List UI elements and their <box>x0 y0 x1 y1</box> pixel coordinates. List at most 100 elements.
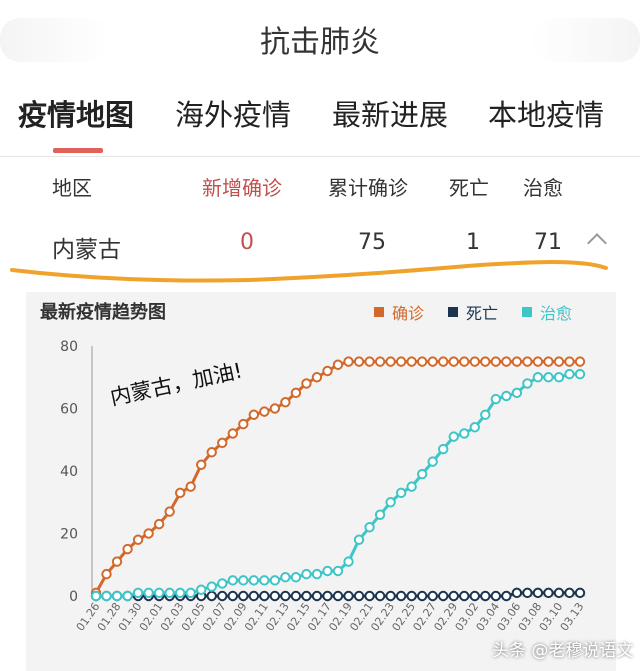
data-point-确诊[interactable] <box>343 356 354 367</box>
data-point-治愈[interactable] <box>395 487 407 499</box>
data-point-治愈[interactable] <box>164 587 175 599</box>
data-point-确诊[interactable] <box>196 459 207 470</box>
data-point-治愈[interactable] <box>280 572 291 583</box>
data-point-死亡[interactable] <box>374 590 386 602</box>
data-point-确诊[interactable] <box>153 518 165 530</box>
data-point-治愈[interactable] <box>511 387 523 399</box>
data-point-治愈[interactable] <box>364 522 375 533</box>
data-point-治愈[interactable] <box>248 575 260 586</box>
data-point-死亡[interactable] <box>385 590 396 602</box>
data-point-确诊[interactable] <box>164 506 175 517</box>
data-point-治愈[interactable] <box>374 509 386 520</box>
data-point-死亡[interactable] <box>448 590 459 602</box>
data-point-治愈[interactable] <box>353 534 365 545</box>
data-point-治愈[interactable] <box>406 481 417 492</box>
data-point-确诊[interactable] <box>227 428 238 439</box>
data-point-确诊[interactable] <box>501 356 512 367</box>
data-point-治愈[interactable] <box>343 556 354 567</box>
data-point-确诊[interactable] <box>206 447 217 458</box>
data-point-确诊[interactable] <box>174 487 186 499</box>
legend-confirmed[interactable]: 确诊 <box>374 300 424 324</box>
data-point-死亡[interactable] <box>469 590 480 602</box>
data-point-治愈[interactable] <box>153 587 165 599</box>
data-point-确诊[interactable] <box>427 356 438 367</box>
data-point-治愈[interactable] <box>174 587 186 599</box>
data-point-确诊[interactable] <box>438 356 449 367</box>
data-point-死亡[interactable] <box>280 590 291 602</box>
data-point-治愈[interactable] <box>132 587 144 599</box>
data-point-死亡[interactable] <box>217 590 228 602</box>
data-point-确诊[interactable] <box>290 387 302 399</box>
data-point-治愈[interactable] <box>90 590 102 602</box>
data-point-确诊[interactable] <box>459 356 470 367</box>
data-point-死亡[interactable] <box>490 590 502 602</box>
data-point-死亡[interactable] <box>311 590 323 602</box>
data-point-治愈[interactable] <box>438 443 449 455</box>
data-point-死亡[interactable] <box>543 587 554 599</box>
data-point-死亡[interactable] <box>480 590 491 602</box>
data-point-治愈[interactable] <box>416 468 428 480</box>
data-point-治愈[interactable] <box>196 584 207 595</box>
data-point-治愈[interactable] <box>301 568 312 580</box>
data-point-死亡[interactable] <box>364 590 375 602</box>
data-point-死亡[interactable] <box>290 590 302 602</box>
data-point-治愈[interactable] <box>217 578 228 589</box>
data-point-确诊[interactable] <box>111 556 123 567</box>
data-point-死亡[interactable] <box>459 590 470 602</box>
data-point-确诊[interactable] <box>122 543 133 555</box>
data-point-确诊[interactable] <box>469 356 480 367</box>
data-point-死亡[interactable] <box>511 587 523 599</box>
data-point-治愈[interactable] <box>532 372 544 383</box>
data-point-确诊[interactable] <box>532 356 544 367</box>
tab-epidemic-map[interactable]: 疫情地图 <box>18 98 135 132</box>
data-point-确诊[interactable] <box>406 356 417 367</box>
data-point-死亡[interactable] <box>553 587 565 599</box>
data-point-死亡[interactable] <box>574 587 586 599</box>
data-point-确诊[interactable] <box>132 534 144 545</box>
data-point-治愈[interactable] <box>143 587 154 599</box>
data-point-治愈[interactable] <box>122 590 133 602</box>
data-point-确诊[interactable] <box>522 356 533 367</box>
data-point-死亡[interactable] <box>343 590 354 602</box>
data-point-治愈[interactable] <box>259 575 270 586</box>
data-point-确诊[interactable] <box>143 528 154 539</box>
data-point-确诊[interactable] <box>416 356 428 367</box>
data-point-确诊[interactable] <box>490 356 502 367</box>
tab-overseas[interactable]: 海外疫情 <box>175 98 292 132</box>
data-point-治愈[interactable] <box>238 575 249 586</box>
legend-cured[interactable]: 治愈 <box>522 300 572 324</box>
data-point-治愈[interactable] <box>490 393 502 405</box>
data-point-死亡[interactable] <box>301 590 312 602</box>
data-point-死亡[interactable] <box>438 590 449 602</box>
data-point-死亡[interactable] <box>238 590 249 602</box>
data-point-死亡[interactable] <box>353 590 365 602</box>
data-point-确诊[interactable] <box>385 356 396 367</box>
data-point-治愈[interactable] <box>311 568 323 580</box>
data-point-确诊[interactable] <box>448 356 459 367</box>
data-point-死亡[interactable] <box>206 590 217 602</box>
data-point-确诊[interactable] <box>332 359 344 370</box>
data-point-确诊[interactable] <box>101 568 112 580</box>
data-point-死亡[interactable] <box>406 590 417 602</box>
data-point-治愈[interactable] <box>564 368 575 380</box>
data-point-确诊[interactable] <box>553 356 565 367</box>
data-point-治愈[interactable] <box>522 378 533 389</box>
data-point-确诊[interactable] <box>574 356 586 367</box>
data-point-治愈[interactable] <box>111 590 123 602</box>
data-point-死亡[interactable] <box>532 587 544 599</box>
data-point-确诊[interactable] <box>259 406 270 417</box>
data-point-确诊[interactable] <box>311 372 323 383</box>
data-point-治愈[interactable] <box>427 456 438 467</box>
data-point-死亡[interactable] <box>427 590 438 602</box>
data-point-确诊[interactable] <box>269 403 281 414</box>
data-point-死亡[interactable] <box>259 590 270 602</box>
data-point-治愈[interactable] <box>332 565 344 577</box>
data-point-确诊[interactable] <box>322 365 333 377</box>
tab-latest-progress[interactable]: 最新进展 <box>332 98 449 132</box>
data-point-确诊[interactable] <box>364 356 375 367</box>
data-point-死亡[interactable] <box>332 590 344 602</box>
data-point-死亡[interactable] <box>395 590 407 602</box>
data-point-确诊[interactable] <box>511 356 523 367</box>
data-point-确诊[interactable] <box>543 356 554 367</box>
data-point-治愈[interactable] <box>501 390 512 402</box>
